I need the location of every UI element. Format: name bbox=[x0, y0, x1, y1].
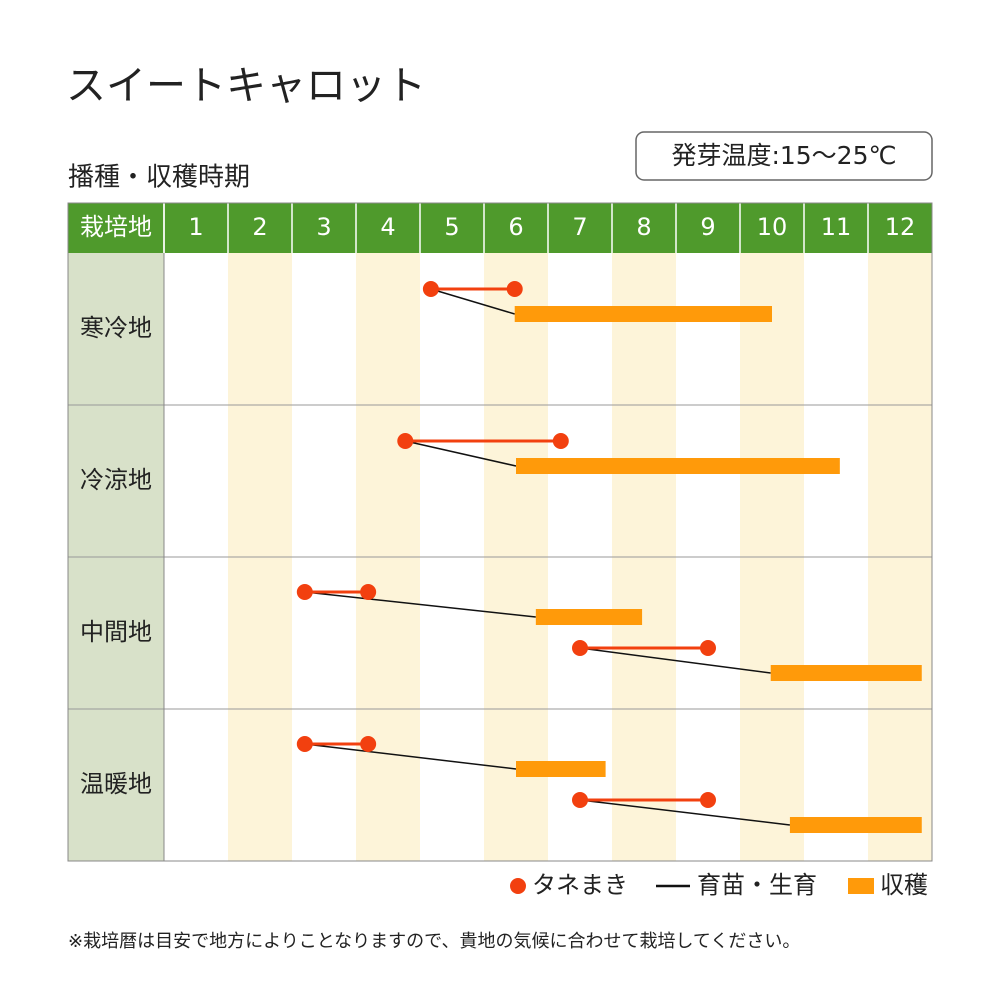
region-label: 温暖地 bbox=[80, 770, 152, 798]
sowing-start bbox=[397, 433, 414, 449]
growing-line bbox=[405, 440, 517, 467]
sowing-end bbox=[360, 736, 377, 752]
growing-line bbox=[304, 591, 536, 618]
note-box bbox=[635, 131, 933, 181]
growing-line bbox=[430, 288, 515, 315]
harvest-bar bbox=[789, 817, 922, 833]
header bbox=[68, 203, 932, 253]
x-tick-label: 9 bbox=[700, 213, 715, 241]
legend-label: 収穫 bbox=[880, 871, 928, 899]
sowing-start bbox=[422, 281, 439, 297]
sowing-end bbox=[552, 433, 569, 449]
x-tick-label: 12 bbox=[885, 213, 916, 241]
x-tick-label: 6 bbox=[508, 213, 523, 241]
x-tick-label: 4 bbox=[380, 213, 395, 241]
region-label: 中間地 bbox=[80, 618, 152, 646]
sowing-start bbox=[296, 736, 313, 752]
sowing-end bbox=[700, 640, 716, 656]
x-tick-label: 1 bbox=[188, 213, 203, 241]
harvest-bar bbox=[770, 665, 922, 681]
x-tick-label: 8 bbox=[636, 213, 651, 241]
x-tick-label: 7 bbox=[572, 213, 587, 241]
growing-line bbox=[304, 743, 517, 770]
growing-line bbox=[579, 799, 791, 826]
legend-label: 育苗・生育 bbox=[697, 871, 817, 899]
header-label: 栽培地 bbox=[80, 213, 152, 241]
chart-subtitle: 播種・収穫時期 bbox=[68, 163, 250, 193]
harvest-bar bbox=[535, 609, 643, 625]
harvest-bar bbox=[516, 761, 606, 777]
x-tick-label: 3 bbox=[316, 213, 331, 241]
frame bbox=[67, 202, 933, 862]
x-tick-label: 2 bbox=[252, 213, 267, 241]
chart-title: スイートキャロット bbox=[66, 63, 426, 109]
sowing-end bbox=[506, 281, 523, 297]
legend-label: タネまき bbox=[532, 871, 628, 899]
region-label: 寒冷地 bbox=[80, 314, 152, 342]
x-tick-label: 10 bbox=[757, 213, 788, 241]
growing-line bbox=[579, 647, 771, 674]
sowing-start bbox=[572, 792, 588, 808]
sowing-start bbox=[572, 640, 588, 656]
harvest-bar bbox=[514, 306, 772, 322]
legend-marker bbox=[510, 878, 526, 894]
x-tick-label: 5 bbox=[444, 213, 459, 241]
note: 発芽温度:15〜25℃ bbox=[671, 141, 896, 170]
sowing-end bbox=[360, 584, 377, 600]
legend-marker bbox=[848, 878, 874, 894]
region-label: 冷涼地 bbox=[80, 466, 152, 494]
sowing-start bbox=[296, 584, 313, 600]
harvest-bar bbox=[516, 458, 840, 474]
footnote: ※栽培暦は目安で地方によりことなりますので、貴地の気候に合わせて栽培してください… bbox=[68, 931, 800, 952]
x-tick-label: 11 bbox=[821, 213, 852, 241]
sowing-end bbox=[700, 792, 716, 808]
